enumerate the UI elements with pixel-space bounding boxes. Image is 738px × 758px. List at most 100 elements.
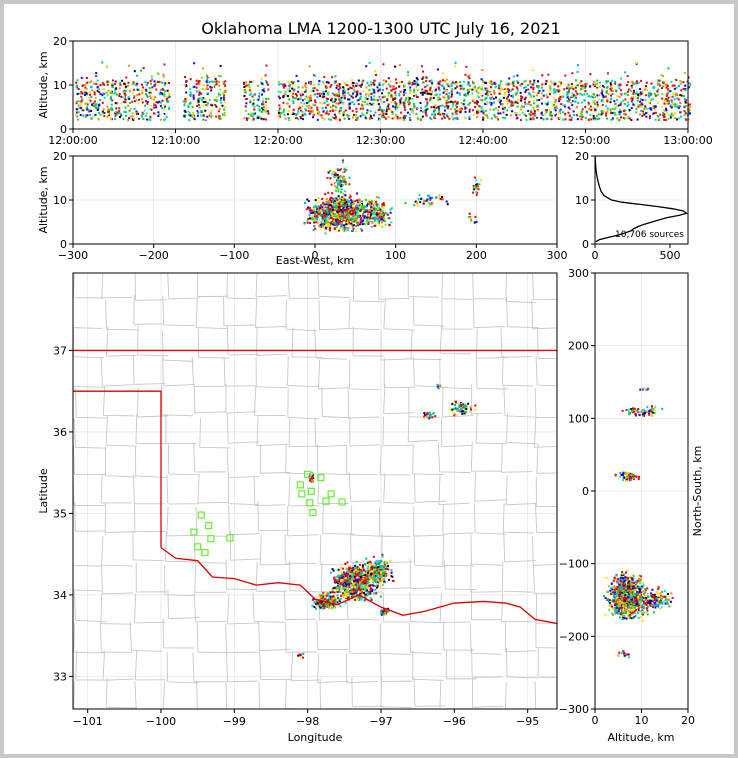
p1-source-point bbox=[322, 110, 325, 113]
p1-source-point bbox=[416, 89, 419, 92]
p1-source-point bbox=[640, 92, 643, 95]
p1-source-point bbox=[472, 81, 475, 84]
p1-source-point bbox=[619, 110, 622, 113]
p1-source-point bbox=[571, 104, 574, 107]
p1-source-point bbox=[123, 95, 126, 98]
p4-source-point bbox=[341, 583, 344, 586]
p1-source-point bbox=[208, 114, 211, 117]
p2-source-point bbox=[342, 197, 345, 200]
p1-source-point bbox=[465, 65, 468, 68]
p4-source-point bbox=[344, 577, 347, 580]
p1-source-point bbox=[394, 108, 397, 111]
p1-source-point bbox=[666, 98, 669, 101]
p1-source-point bbox=[330, 83, 333, 86]
p1-source-point bbox=[258, 105, 261, 108]
p1-source-point bbox=[637, 104, 640, 107]
p1-source-point bbox=[531, 116, 534, 119]
p1-source-point bbox=[596, 94, 599, 97]
p1-source-point bbox=[151, 78, 154, 81]
p1-source-point bbox=[474, 106, 477, 109]
p1-source-point bbox=[394, 113, 397, 116]
p1-source-point bbox=[524, 86, 527, 89]
p1-source-point bbox=[206, 87, 209, 90]
p1-source-point bbox=[84, 93, 87, 96]
p1-source-point bbox=[277, 90, 280, 93]
p1-source-point bbox=[320, 92, 323, 95]
p4-source-point bbox=[344, 601, 347, 604]
p1-source-point bbox=[310, 106, 313, 109]
p1-source-point bbox=[462, 104, 465, 107]
p1-source-point bbox=[580, 101, 583, 104]
p1-source-point bbox=[381, 83, 384, 86]
p1-source-point bbox=[419, 102, 422, 105]
p1-source-point bbox=[218, 87, 221, 90]
p1-source-point bbox=[304, 82, 307, 85]
p2-source-point bbox=[416, 201, 419, 204]
p1-source-point bbox=[155, 106, 158, 109]
p1-source-point bbox=[515, 111, 518, 114]
p1-source-point bbox=[192, 115, 195, 118]
p2-source-point bbox=[426, 198, 429, 201]
p4-source-point bbox=[361, 566, 364, 569]
p1-source-point bbox=[133, 94, 136, 97]
p1-source-point bbox=[184, 95, 187, 98]
p2-source-point bbox=[344, 199, 347, 202]
p1-source-point bbox=[549, 87, 552, 90]
p1-source-point bbox=[372, 114, 375, 117]
p2-source-point bbox=[325, 228, 328, 231]
p1-source-point bbox=[641, 115, 644, 118]
p1-source-point bbox=[610, 79, 613, 82]
p1-source-point bbox=[213, 75, 216, 78]
p2-source-point bbox=[316, 217, 319, 220]
p1-source-point bbox=[253, 93, 256, 96]
p2-source-point bbox=[313, 215, 316, 218]
p1-source-point bbox=[79, 103, 82, 106]
p1-source-point bbox=[114, 102, 117, 105]
p1-source-point bbox=[550, 81, 553, 84]
p1-source-point bbox=[536, 99, 539, 102]
p1-source-point bbox=[262, 103, 265, 106]
p1-source-point bbox=[677, 85, 680, 88]
p1-source-point bbox=[499, 103, 502, 106]
p1-source-point bbox=[116, 102, 119, 105]
p2-source-point bbox=[353, 201, 356, 204]
p1-source-point bbox=[658, 82, 661, 85]
p1-source-point bbox=[475, 101, 478, 104]
p1-source-point bbox=[359, 84, 362, 87]
p1-source-point bbox=[468, 116, 471, 119]
p1-source-point bbox=[605, 114, 608, 117]
p1-source-point bbox=[550, 104, 553, 107]
p1-source-point bbox=[192, 114, 195, 117]
p4-source-point bbox=[369, 597, 372, 600]
p2-source-point bbox=[475, 179, 478, 182]
p1-source-point bbox=[682, 95, 685, 98]
p1-source-point bbox=[307, 101, 310, 104]
p4-source-point bbox=[359, 596, 362, 599]
p2-source-point bbox=[320, 211, 323, 214]
p4-source-point bbox=[369, 592, 372, 595]
p2-source-point bbox=[343, 226, 346, 229]
p1-source-point bbox=[592, 83, 595, 86]
p1-source-point bbox=[264, 118, 267, 121]
p1-source-point bbox=[558, 111, 561, 114]
p1-source-point bbox=[244, 105, 247, 108]
p1-source-point bbox=[192, 112, 195, 115]
p1-source-point bbox=[109, 108, 112, 111]
p2-source-point bbox=[336, 215, 339, 218]
p1-source-point bbox=[439, 113, 442, 116]
p1-source-point bbox=[303, 98, 306, 101]
p1-source-point bbox=[475, 90, 478, 93]
p2-source-point bbox=[352, 209, 355, 212]
p1-source-point bbox=[220, 97, 223, 100]
p4-source-point bbox=[362, 573, 365, 576]
p2-source-point bbox=[354, 199, 357, 202]
p1-xtick-label: 12:50:00 bbox=[561, 134, 610, 147]
p1-source-point bbox=[124, 98, 127, 101]
p1-source-point bbox=[426, 92, 429, 95]
p4-source-point bbox=[364, 564, 367, 567]
p1-source-point bbox=[639, 113, 642, 116]
p1-source-point bbox=[689, 83, 692, 86]
p2-source-point bbox=[385, 212, 388, 215]
p2-source-point bbox=[329, 205, 332, 208]
p2-source-point bbox=[441, 196, 444, 199]
